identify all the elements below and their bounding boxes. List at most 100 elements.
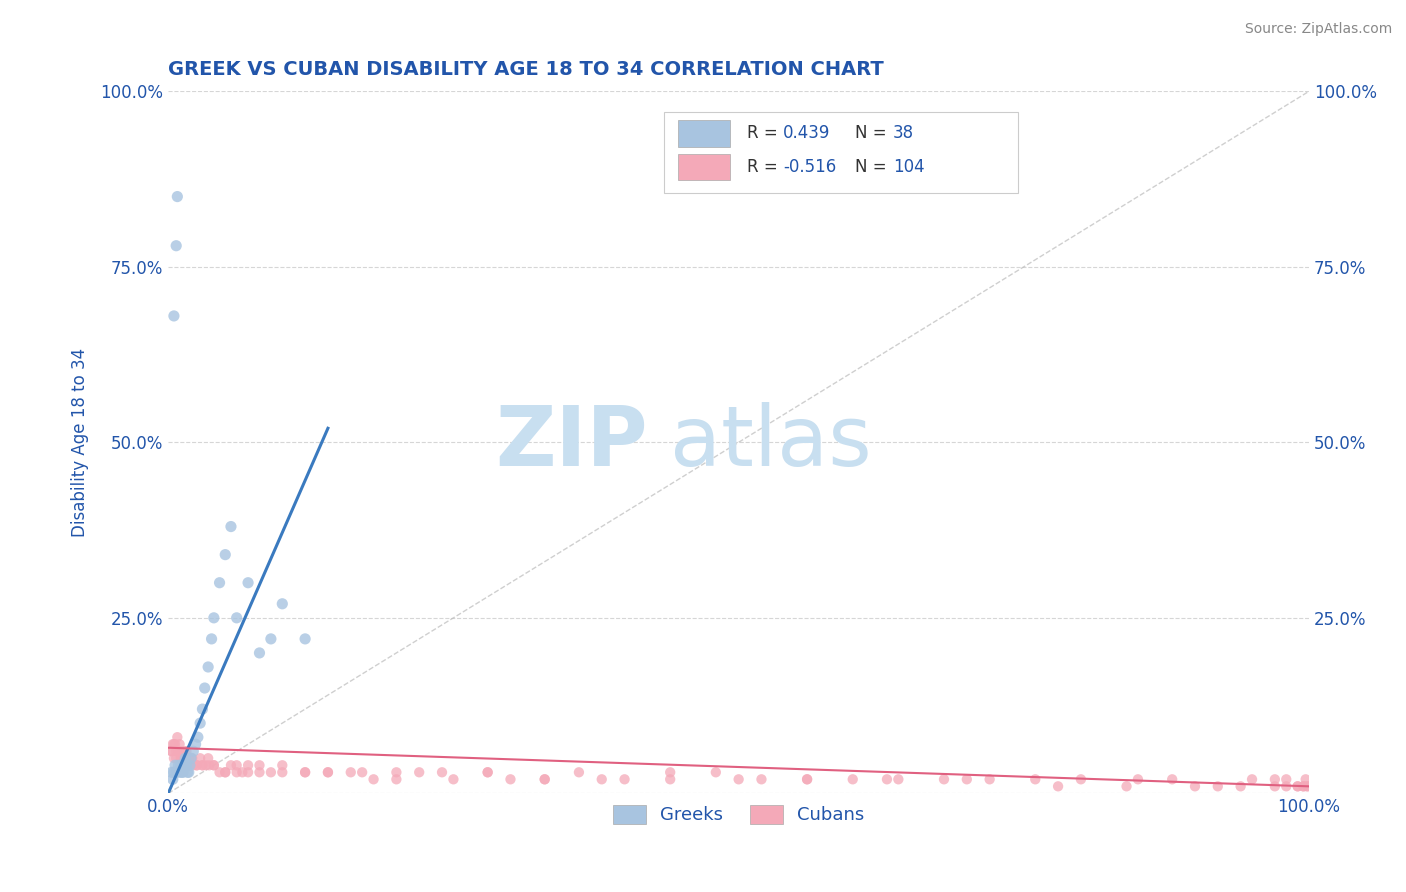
Point [1240,772,1263,787]
Point [170,765,193,780]
Legend: Greeks, Cubans: Greeks, Cubans [605,796,873,833]
Point [181,744,204,758]
Point [188,751,211,765]
Point [533,772,555,787]
Point [316,765,339,780]
Point [659,765,682,780]
Point [271,758,294,772]
Point [180,751,202,765]
Point [176,758,198,772]
Point [169,737,191,751]
Point [188,716,211,731]
Point [170,744,193,758]
FancyBboxPatch shape [678,120,730,146]
Point [173,758,195,772]
Point [170,758,193,772]
Point [271,597,294,611]
Point [162,737,184,751]
Point [160,765,183,780]
Text: 104: 104 [893,158,924,176]
Point [166,189,188,203]
Point [166,730,188,744]
Point [294,632,316,646]
Text: GREEK VS CUBAN DISABILITY AGE 18 TO 34 CORRELATION CHART: GREEK VS CUBAN DISABILITY AGE 18 TO 34 C… [169,60,884,78]
Point [165,744,187,758]
Point [214,548,236,562]
Point [180,751,202,765]
Y-axis label: Disability Age 18 to 34: Disability Age 18 to 34 [72,348,89,537]
Point [179,758,201,772]
Point [1286,780,1309,794]
Point [202,611,225,625]
Point [1296,780,1319,794]
Point [163,751,186,765]
Point [1161,772,1184,787]
Point [533,772,555,787]
Point [191,758,214,772]
Point [160,744,183,758]
Point [796,772,818,787]
Text: -0.516: -0.516 [783,158,837,176]
Text: 38: 38 [893,124,914,143]
Text: Source: ZipAtlas.com: Source: ZipAtlas.com [1244,22,1392,37]
Point [197,751,219,765]
Point [1184,780,1206,794]
Point [841,772,863,787]
Point [160,744,183,758]
Point [613,772,636,787]
Point [194,758,217,772]
Point [214,765,236,780]
Point [271,765,294,780]
Point [1295,780,1317,794]
Point [165,758,187,772]
Point [165,765,187,780]
Point [1115,780,1137,794]
Point [181,751,204,765]
Point [191,758,214,772]
Point [181,758,204,772]
Point [176,765,198,780]
Point [1286,780,1309,794]
Point [659,772,682,787]
Point [1024,772,1046,787]
Point [163,737,186,751]
Point [173,758,195,772]
Point [1292,780,1315,794]
Point [176,758,198,772]
Point [249,758,271,772]
Point [202,758,225,772]
Point [165,751,187,765]
Point [363,772,385,787]
Point [167,758,190,772]
Point [172,751,194,765]
Point [477,765,499,780]
Text: N =: N = [855,158,891,176]
Point [294,765,316,780]
Point [208,575,231,590]
Point [163,765,186,780]
FancyBboxPatch shape [678,153,730,180]
Text: R =: R = [747,158,783,176]
Text: 0.439: 0.439 [783,124,831,143]
Point [352,765,374,780]
Point [796,772,818,787]
Point [163,309,186,323]
Point [187,730,209,744]
Point [236,765,259,780]
Point [751,772,773,787]
Point [177,751,200,765]
Point [1292,780,1315,794]
Point [236,758,259,772]
Point [260,765,283,780]
Point [197,660,219,674]
Point [165,238,187,252]
Point [200,632,222,646]
Point [1070,772,1092,787]
Point [1275,780,1298,794]
Point [568,765,591,780]
Point [208,765,231,780]
Point [225,611,247,625]
Point [704,765,727,780]
Point [174,751,197,765]
Point [184,737,207,751]
